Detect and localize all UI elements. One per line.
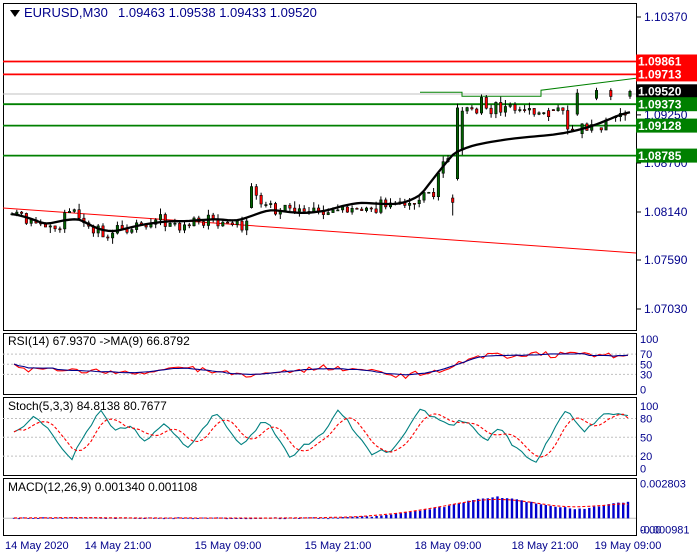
svg-text:MACD(12,26,9) 0.001340 0.00110: MACD(12,26,9) 0.001340 0.001108 bbox=[8, 480, 198, 494]
svg-text:1.07030: 1.07030 bbox=[644, 302, 688, 316]
svg-text:0: 0 bbox=[640, 464, 646, 476]
svg-text:1.08785: 1.08785 bbox=[638, 149, 682, 163]
svg-text:100: 100 bbox=[640, 334, 658, 346]
svg-text:30: 30 bbox=[640, 369, 652, 381]
svg-text:EURUSD,M30: EURUSD,M30 bbox=[24, 5, 108, 20]
svg-text:18 May 21:00: 18 May 21:00 bbox=[512, 540, 579, 552]
svg-text:1.09128: 1.09128 bbox=[638, 119, 682, 133]
svg-text:-0.000981: -0.000981 bbox=[640, 525, 690, 537]
svg-text:50: 50 bbox=[640, 432, 652, 444]
svg-text:100: 100 bbox=[640, 401, 658, 413]
svg-text:20: 20 bbox=[640, 451, 652, 463]
svg-text:1.07590: 1.07590 bbox=[644, 253, 688, 267]
svg-text:1.09520: 1.09520 bbox=[638, 85, 682, 99]
svg-text:1.09861: 1.09861 bbox=[638, 55, 682, 69]
svg-text:0.002803: 0.002803 bbox=[640, 479, 686, 491]
svg-text:15 May 09:00: 15 May 09:00 bbox=[195, 540, 262, 552]
svg-text:1.10370: 1.10370 bbox=[644, 10, 688, 24]
svg-text:1.09463 1.09538 1.09433 1.0952: 1.09463 1.09538 1.09433 1.09520 bbox=[118, 5, 317, 20]
svg-text:15 May 21:00: 15 May 21:00 bbox=[305, 540, 372, 552]
svg-text:18 May 09:00: 18 May 09:00 bbox=[415, 540, 482, 552]
svg-text:14 May 21:00: 14 May 21:00 bbox=[85, 540, 152, 552]
svg-text:14 May 2020: 14 May 2020 bbox=[5, 540, 69, 552]
svg-text:80: 80 bbox=[640, 414, 652, 426]
svg-text:Stoch(5,3,3) 84.8138 80.7677: Stoch(5,3,3) 84.8138 80.7677 bbox=[8, 399, 167, 413]
svg-text:0: 0 bbox=[640, 385, 646, 397]
svg-text:1.09713: 1.09713 bbox=[638, 68, 682, 82]
svg-text:RSI(14) 67.9370 ->MA(9) 66.87: RSI(14) 67.9370 ->MA(9) 66.8792 bbox=[8, 334, 190, 348]
svg-text:19 May 09:00: 19 May 09:00 bbox=[595, 540, 662, 552]
svg-text:1.08140: 1.08140 bbox=[644, 205, 688, 219]
svg-text:1.09373: 1.09373 bbox=[638, 97, 682, 111]
